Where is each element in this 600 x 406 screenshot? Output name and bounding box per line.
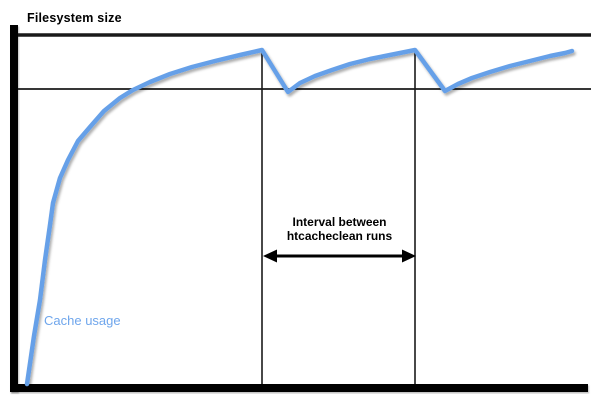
filesystem-size-label: Filesystem size — [27, 11, 122, 25]
interval-between-runs-label: Interval between htcacheclean runs — [286, 215, 393, 243]
arrow-left-head-icon — [263, 249, 277, 263]
x-axis-bar — [10, 384, 588, 392]
cache-usage-curve — [24, 47, 575, 387]
cache-usage-label: Cache usage — [44, 313, 121, 328]
y-axis-bar — [10, 25, 18, 392]
interval-arrow — [263, 249, 416, 263]
arrow-right-head-icon — [402, 249, 416, 263]
